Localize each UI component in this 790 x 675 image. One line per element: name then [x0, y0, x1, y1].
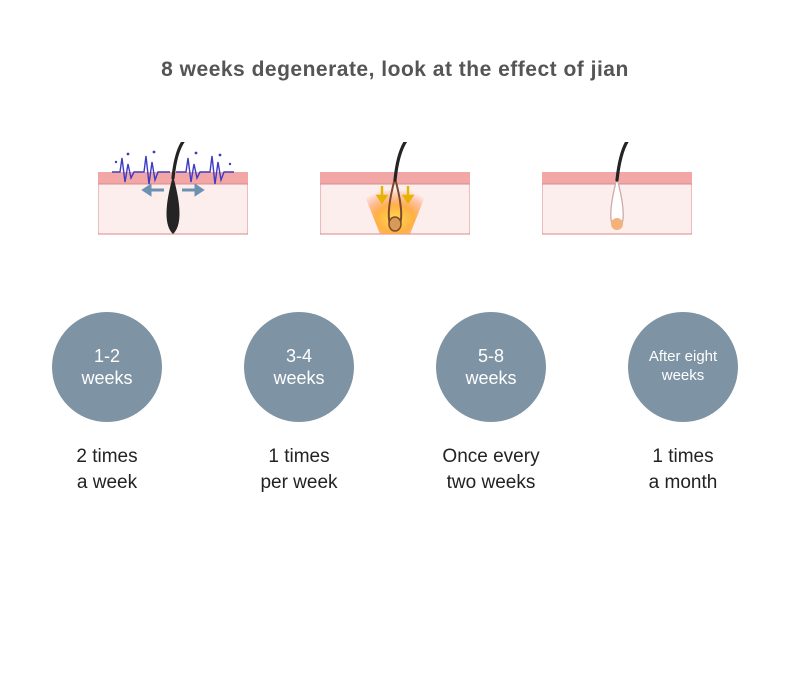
stage-1: 1-2weeks 2 timesa week: [32, 312, 182, 495]
diagram-stage-3: [542, 142, 692, 252]
stage-3: 5-8weeks Once everytwo weeks: [416, 312, 566, 495]
stage-sub: 1 timesper week: [260, 444, 337, 495]
stage-circle: After eightweeks: [628, 312, 738, 422]
stage-circle: 3-4weeks: [244, 312, 354, 422]
diagram-stage-2: [320, 142, 470, 252]
diagram-row: [98, 142, 692, 252]
stage-sub: 1 timesa month: [649, 444, 718, 495]
stage-circle: 5-8weeks: [436, 312, 546, 422]
page-title: 8 weeks degenerate, look at the effect o…: [161, 58, 629, 82]
diagram-stage-1: [98, 142, 248, 252]
stage-4: After eightweeks 1 timesa month: [608, 312, 758, 495]
stage-sub: Once everytwo weeks: [442, 444, 539, 495]
stage-sub: 2 timesa week: [76, 444, 137, 495]
stage-2: 3-4weeks 1 timesper week: [224, 312, 374, 495]
stage-circle: 1-2weeks: [52, 312, 162, 422]
stages-row: 1-2weeks 2 timesa week 3-4weeks 1 timesp…: [32, 312, 758, 495]
